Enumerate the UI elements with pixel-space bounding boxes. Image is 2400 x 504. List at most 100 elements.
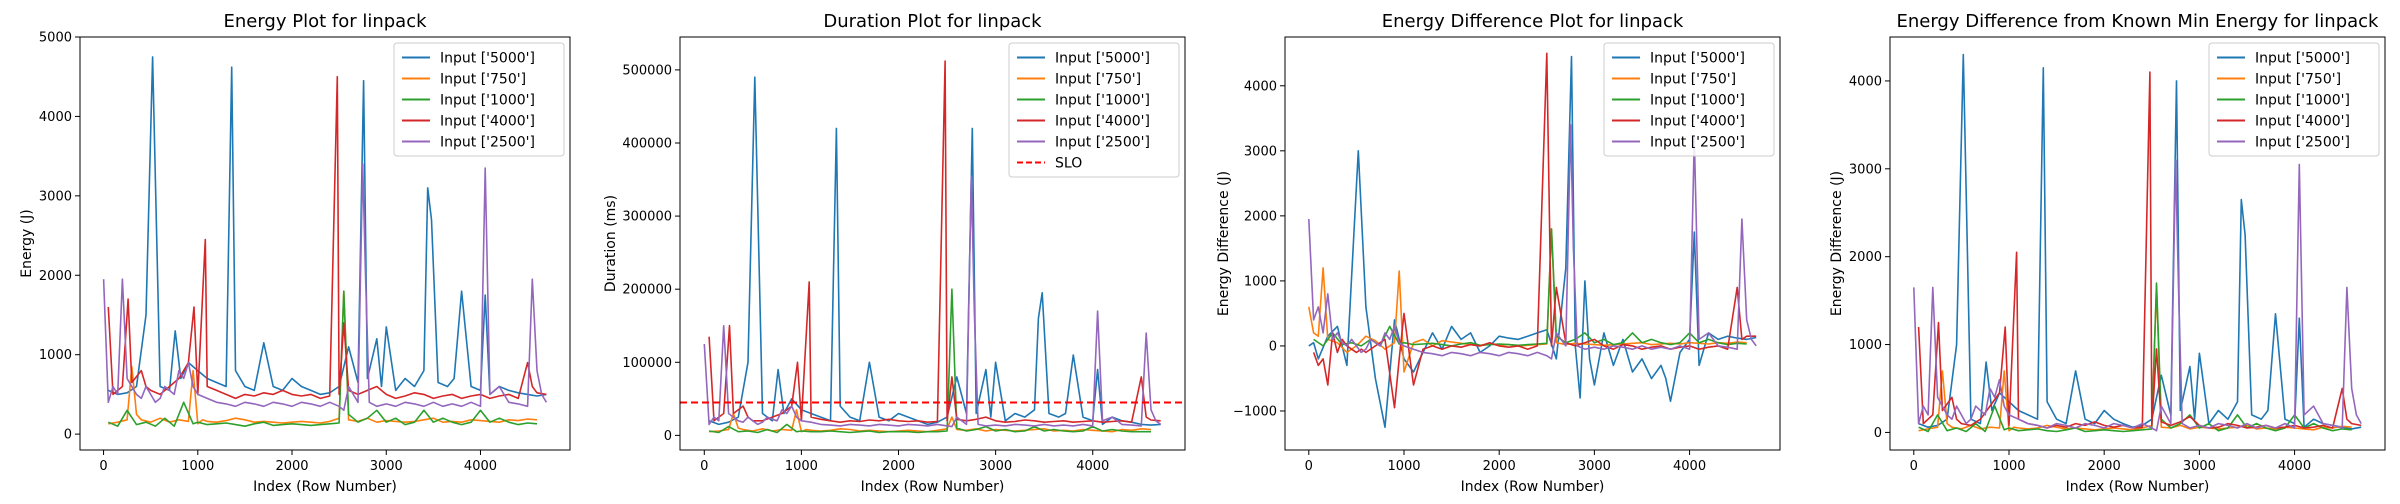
- x-tick-label: 3000: [370, 459, 403, 474]
- y-tick-label: 3000: [1849, 162, 1882, 177]
- legend-label: Input ['2500']: [2255, 135, 2350, 151]
- x-axis-label: Index (Row Number): [253, 479, 397, 495]
- y-tick-label: 1000: [39, 348, 72, 363]
- legend: Input ['5000'] Input ['750'] Input ['1000'…: [1008, 42, 1180, 178]
- chart-panel-4: Energy Difference from Known Min Energy …: [1829, 11, 2386, 495]
- y-tick-label: 100000: [622, 356, 672, 371]
- chart-title: Energy Plot for linpack: [223, 11, 427, 32]
- legend-label: Input ['2500']: [1055, 135, 1150, 151]
- series-line-4: [1312, 52, 1757, 409]
- x-tick-label: 1000: [1387, 459, 1420, 474]
- y-tick-label: 0: [664, 429, 672, 444]
- series-line-2: [108, 290, 538, 425]
- x-tick-label: 3000: [1578, 459, 1611, 474]
- y-tick-label: 500000: [622, 63, 672, 78]
- y-tick-label: 2000: [1244, 209, 1277, 224]
- series-line-3: [107, 290, 538, 428]
- legend-box: [1603, 42, 1775, 157]
- legend: Input ['5000'] Input ['750'] Input ['1000'…: [2208, 42, 2380, 157]
- x-tick-label: 4000: [2278, 459, 2311, 474]
- series-line-5: [703, 175, 1162, 428]
- y-tick-label: 200000: [622, 283, 672, 298]
- x-tick-label: 4000: [464, 459, 497, 474]
- plot-lines: [1308, 52, 1757, 429]
- legend-label: Input ['1000']: [1055, 93, 1150, 109]
- legend-label: Input ['5000']: [1650, 51, 1745, 67]
- x-tick-label: 2000: [2088, 459, 2121, 474]
- x-tick-label: 1000: [785, 459, 818, 474]
- y-tick-label: 1000: [1849, 338, 1882, 353]
- y-tick-label: 0: [64, 428, 72, 443]
- legend: Input ['5000'] Input ['750'] Input ['1000'…: [393, 42, 565, 157]
- x-tick-label: 0: [1910, 459, 1918, 474]
- legend-label: SLO: [1055, 156, 1082, 172]
- x-tick-label: 2000: [275, 459, 308, 474]
- y-tick-label: 3000: [39, 189, 72, 204]
- plot-lines: [680, 60, 1185, 434]
- x-axis-label: Index (Row Number): [2066, 479, 2210, 495]
- series-line-2: [1918, 286, 2352, 432]
- legend-label: Input ['750']: [1650, 72, 1736, 88]
- legend-label: Input ['2500']: [1650, 135, 1745, 151]
- y-tick-label: 3000: [1244, 144, 1277, 159]
- y-tick-label: −1000: [1233, 404, 1277, 419]
- y-tick-label: 2000: [1849, 250, 1882, 265]
- x-tick-label: 1000: [181, 459, 214, 474]
- y-tick-label: 5000: [39, 31, 72, 46]
- chart-panel-1: Energy Plot for linpack 0 1000 2000 3000 4000…: [19, 11, 571, 495]
- x-tick-label: 3000: [979, 459, 1012, 474]
- chart-panel-3: Energy Difference Plot for linpack 0 1000 2…: [1216, 11, 1781, 495]
- legend-label: Input ['5000']: [1055, 51, 1150, 67]
- series-line-3: [1313, 228, 1747, 347]
- x-tick-label: 2000: [1483, 459, 1516, 474]
- series-line-5: [102, 163, 548, 412]
- chart-title: Duration Plot for linpack: [823, 11, 1042, 32]
- y-axis-label: Energy (J): [19, 209, 35, 278]
- chart-title: Energy Difference Plot for linpack: [1382, 11, 1684, 32]
- x-tick-label: 0: [99, 459, 107, 474]
- chart-title: Energy Difference from Known Min Energy …: [1896, 11, 2379, 32]
- legend-label: Input ['4000']: [1055, 114, 1150, 130]
- y-tick-label: 2000: [39, 269, 72, 284]
- y-tick-label: 0: [1269, 339, 1277, 354]
- x-axis-label: Index (Row Number): [1461, 479, 1605, 495]
- x-tick-label: 0: [1305, 459, 1313, 474]
- series-line-3: [1918, 282, 2352, 433]
- legend-box: [393, 42, 565, 157]
- legend-label: Input ['1000']: [440, 93, 535, 109]
- x-tick-label: 4000: [1673, 459, 1706, 474]
- legend-label: Input ['5000']: [2255, 51, 2350, 67]
- y-tick-label: 4000: [1849, 74, 1882, 89]
- x-tick-label: 0: [700, 459, 708, 474]
- y-axis-label: Energy Difference (J): [1829, 171, 1845, 316]
- legend-label: Input ['1000']: [2255, 93, 2350, 109]
- y-tick-label: 1000: [1244, 274, 1277, 289]
- plot-frame: [679, 36, 1186, 451]
- legend-label: Input ['4000']: [2255, 114, 2350, 130]
- plot-lines: [102, 56, 548, 428]
- chart-panel-2: Duration Plot for linpack 0 1000 2000 3000 40…: [603, 11, 1186, 495]
- y-tick-label: 400000: [622, 136, 672, 151]
- legend-label: Input ['4000']: [1650, 114, 1745, 130]
- series-line-5: [1308, 124, 1757, 360]
- legend-label: Input ['2500']: [440, 135, 535, 151]
- x-tick-label: 2000: [882, 459, 915, 474]
- y-tick-label: 0: [1874, 426, 1882, 441]
- legend-label: Input ['750']: [2255, 72, 2341, 88]
- x-axis-label: Index (Row Number): [861, 479, 1005, 495]
- plot-frame: [1284, 36, 1781, 451]
- legend-box: [2208, 42, 2380, 157]
- plot-frame: [79, 36, 571, 451]
- y-tick-label: 4000: [1244, 79, 1277, 94]
- plot-frame: [1889, 36, 2386, 451]
- legend-box: [1008, 42, 1180, 178]
- x-tick-label: 4000: [1076, 459, 1109, 474]
- legend-label: Input ['750']: [1055, 72, 1141, 88]
- y-tick-label: 4000: [39, 110, 72, 125]
- series-line-3: [708, 288, 1151, 434]
- legend-label: Input ['1000']: [1650, 93, 1745, 109]
- y-axis-label: Energy Difference (J): [1216, 171, 1232, 316]
- legend: Input ['5000'] Input ['750'] Input ['1000'…: [1603, 42, 1775, 157]
